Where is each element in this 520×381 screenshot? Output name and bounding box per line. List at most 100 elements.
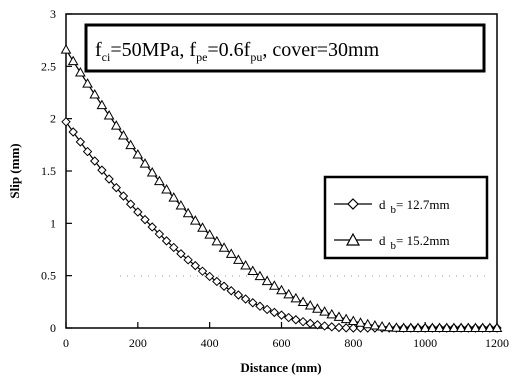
- legend-triangle-icon: [345, 232, 361, 246]
- triangle-marker: [197, 222, 208, 232]
- triangle-marker: [75, 67, 86, 77]
- diamond-marker: [255, 301, 265, 311]
- title-f2: f: [189, 39, 196, 61]
- diamond-marker: [176, 249, 186, 259]
- triangle-marker: [240, 260, 251, 270]
- triangle-marker: [383, 321, 395, 332]
- diamond-marker: [147, 222, 157, 232]
- triangle-marker: [276, 284, 287, 295]
- x-tick-label: 0: [63, 336, 69, 350]
- diamond-marker: [75, 137, 86, 147]
- legend-label-1: d b= 12.7mm: [379, 197, 450, 216]
- triangle-marker: [376, 320, 388, 331]
- diamond-marker: [334, 322, 344, 333]
- y-tick-label: 1.5: [41, 164, 56, 178]
- triangle-marker: [419, 322, 431, 332]
- triangle-marker: [67, 55, 79, 66]
- diamond-marker: [125, 199, 136, 209]
- triangle-marker: [189, 215, 201, 225]
- diamond-marker: [169, 242, 179, 253]
- x-tick-label: 800: [344, 336, 362, 350]
- triangle-marker: [448, 322, 460, 332]
- triangle-marker: [462, 322, 474, 332]
- diamond-marker: [276, 310, 287, 320]
- diamond-marker: [327, 322, 337, 332]
- diamond-marker: [283, 312, 294, 323]
- x-tick-label: 200: [129, 336, 147, 350]
- triangle-marker: [398, 322, 409, 332]
- diamond-marker: [154, 229, 165, 239]
- diamond-marker: [111, 182, 121, 193]
- diamond-marker: [291, 315, 301, 325]
- diamond-marker: [305, 318, 315, 329]
- diamond-marker: [312, 320, 323, 330]
- diamond-marker: [68, 127, 78, 137]
- legend-entry-1: d b= 12.7mm: [334, 197, 450, 216]
- title-f3-sub: pu: [250, 50, 262, 64]
- diamond-marker: [190, 260, 201, 271]
- triangle-marker: [355, 317, 366, 327]
- y-tick-label: 2: [50, 112, 56, 126]
- title-f1: f: [95, 39, 102, 61]
- diamond-marker: [140, 214, 150, 225]
- diamond-marker: [97, 165, 107, 175]
- triangle-marker: [412, 322, 424, 332]
- triangle-marker: [362, 318, 374, 329]
- triangle-marker: [405, 322, 417, 332]
- triangle-marker: [247, 265, 259, 275]
- triangle-marker: [233, 254, 244, 264]
- x-tick-label: 1200: [485, 336, 509, 350]
- triangle-marker: [89, 88, 101, 99]
- triangle-marker: [225, 248, 237, 258]
- diamond-marker: [90, 156, 100, 166]
- chart-title: fci=50MPa, fpe=0.6fpu, cover=30mm: [95, 39, 380, 64]
- triangle-marker: [347, 315, 359, 326]
- diamond-marker: [262, 304, 272, 315]
- diamond-marker: [212, 276, 222, 287]
- diamond-marker: [183, 255, 193, 265]
- triangle-marker: [132, 148, 144, 159]
- diamond-marker: [197, 266, 208, 276]
- triangle-marker: [312, 303, 323, 313]
- triangle-marker: [139, 158, 151, 168]
- triangle-marker: [326, 308, 338, 319]
- x-axis-ticks: 0 200 400 600 800 1000 1200: [63, 322, 509, 350]
- diamond-marker: [248, 298, 258, 308]
- y-tick-label: 0.5: [41, 269, 56, 283]
- triangle-marker: [154, 175, 165, 186]
- diamond-marker: [319, 321, 330, 331]
- triangle-marker: [441, 322, 453, 332]
- triangle-marker: [455, 322, 467, 332]
- y-tick-label: 2.5: [41, 59, 56, 73]
- triangle-marker: [491, 322, 503, 332]
- diamond-marker: [61, 117, 71, 127]
- series-layer: [60, 44, 503, 333]
- title-eq2: =0.6f: [207, 39, 250, 61]
- triangle-marker: [304, 299, 316, 310]
- triangle-marker: [470, 322, 481, 332]
- diamond-marker: [204, 271, 215, 282]
- triangle-marker: [204, 229, 216, 239]
- triangle-marker: [297, 296, 309, 307]
- triangle-marker: [340, 313, 352, 324]
- legend-label-2: d b= 15.2mm: [379, 233, 450, 252]
- title-rest: , cover=30mm: [262, 39, 379, 61]
- diamond-marker: [118, 191, 129, 201]
- diamond-marker: [233, 290, 244, 300]
- triangle-marker: [290, 292, 302, 303]
- triangle-marker: [218, 242, 230, 252]
- triangle-marker: [254, 270, 266, 281]
- y-axis-ticks: 0 0.5 1 1.5 2 2.5 3: [41, 7, 72, 335]
- diamond-marker: [104, 174, 114, 184]
- triangle-marker: [477, 322, 488, 332]
- diamond-marker: [341, 323, 351, 333]
- triangle-marker: [333, 311, 345, 321]
- x-tick-label: 400: [201, 336, 219, 350]
- triangle-marker: [319, 306, 330, 316]
- triangle-marker: [261, 275, 273, 286]
- triangle-marker: [161, 183, 172, 194]
- y-tick-label: 3: [50, 7, 56, 21]
- triangle-marker: [168, 192, 180, 202]
- y-tick-label: 0: [50, 321, 56, 335]
